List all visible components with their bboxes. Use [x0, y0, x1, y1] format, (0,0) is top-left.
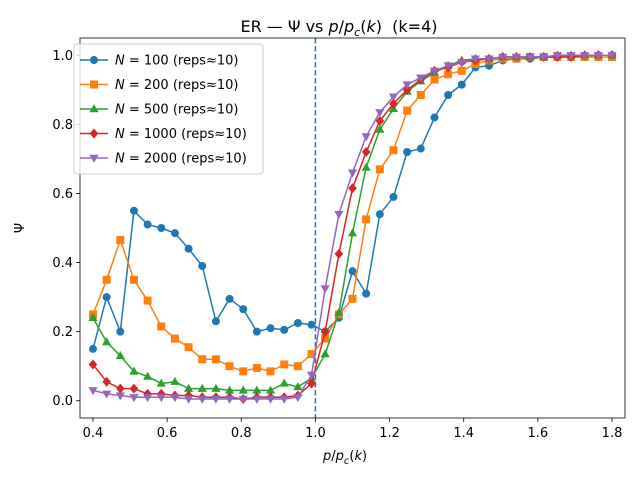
- legend-label-var: N: [115, 127, 125, 142]
- y-tick-label: 0.0: [52, 394, 73, 409]
- data-point: [103, 276, 111, 284]
- xlabel-pc-p: p: [335, 449, 344, 464]
- data-point: [308, 321, 316, 329]
- legend-label: N = 200 (reps≈10): [115, 78, 239, 93]
- legend-label: N = 1000 (reps≈10): [115, 127, 247, 142]
- data-point: [198, 262, 206, 270]
- chart-title: ER — Ψ vs p/pc(k) (k=4): [240, 17, 437, 39]
- y-tick-label: 1.0: [52, 49, 73, 64]
- data-point: [157, 322, 165, 330]
- data-point: [157, 224, 165, 232]
- data-point: [444, 91, 452, 99]
- data-point: [417, 91, 425, 99]
- data-point: [253, 328, 261, 336]
- legend-marker: [90, 56, 98, 64]
- data-point: [226, 295, 234, 303]
- data-point: [362, 215, 370, 223]
- data-point: [212, 355, 220, 363]
- data-point: [198, 355, 206, 363]
- y-axis-label: Ψ: [13, 223, 28, 233]
- data-point: [130, 276, 138, 284]
- data-point: [349, 267, 357, 275]
- y-tick-label: 0.4: [52, 256, 73, 271]
- data-point: [417, 145, 425, 153]
- data-point: [458, 81, 466, 89]
- data-point: [267, 367, 275, 375]
- x-tick-label: 0.8: [231, 426, 252, 441]
- legend-label-var: N: [115, 78, 125, 93]
- data-point: [226, 362, 234, 370]
- title-pc-p: p: [343, 17, 354, 36]
- data-point: [185, 245, 193, 253]
- x-tick-label: 0.4: [83, 426, 104, 441]
- y-tick-label: 0.6: [52, 187, 73, 202]
- x-tick-label: 1.6: [528, 426, 549, 441]
- data-point: [171, 229, 179, 237]
- data-point: [185, 343, 193, 351]
- data-point: [349, 295, 357, 303]
- data-point: [171, 335, 179, 343]
- legend-label-text: = 100 (reps≈10): [125, 54, 239, 69]
- xlabel-paren-close: ): [362, 449, 367, 464]
- legend-marker: [90, 81, 98, 89]
- legend-label: N = 2000 (reps≈10): [115, 152, 247, 167]
- data-point: [389, 146, 397, 154]
- data-point: [376, 210, 384, 218]
- legend-label-text: = 200 (reps≈10): [125, 78, 239, 93]
- data-point: [130, 207, 138, 215]
- x-tick-label: 0.6: [157, 426, 178, 441]
- legend-label-text: = 2000 (reps≈10): [125, 152, 247, 167]
- legend-label: N = 100 (reps≈10): [115, 54, 239, 69]
- x-tick-label: 1.0: [305, 426, 326, 441]
- data-point: [144, 221, 152, 229]
- legend-label-var: N: [115, 54, 125, 69]
- data-point: [116, 328, 124, 336]
- data-point: [430, 113, 438, 121]
- data-point: [389, 193, 397, 201]
- x-tick-label: 1.4: [453, 426, 474, 441]
- data-point: [294, 319, 302, 327]
- data-point: [89, 345, 97, 353]
- y-tick-label: 0.8: [52, 118, 73, 133]
- data-point: [212, 317, 220, 325]
- legend-label-var: N: [115, 152, 125, 167]
- title-prefix: ER — Ψ vs: [240, 17, 328, 36]
- data-point: [403, 107, 411, 115]
- data-point: [362, 290, 370, 298]
- data-point: [280, 360, 288, 368]
- legend-label-var: N: [115, 103, 125, 118]
- data-point: [253, 364, 261, 372]
- legend: N = 100 (reps≈10)N = 200 (reps≈10)N = 50…: [74, 44, 263, 174]
- data-point: [280, 326, 288, 334]
- legend-label: N = 500 (reps≈10): [115, 103, 239, 118]
- data-point: [458, 67, 466, 75]
- title-suffix: (k=4): [382, 17, 438, 36]
- x-tick-label: 1.8: [602, 426, 623, 441]
- xlabel-ratio-p: p: [322, 449, 331, 464]
- legend-label-text: = 500 (reps≈10): [125, 103, 239, 118]
- data-point: [430, 75, 438, 83]
- data-point: [103, 293, 111, 301]
- data-point: [144, 297, 152, 305]
- x-tick-label: 1.2: [379, 426, 400, 441]
- y-tick-label: 0.2: [52, 325, 73, 340]
- data-point: [267, 324, 275, 332]
- data-point: [294, 362, 302, 370]
- data-point: [239, 367, 247, 375]
- legend-label-text: = 1000 (reps≈10): [125, 127, 247, 142]
- title-ratio-p: p: [327, 17, 338, 36]
- data-point: [239, 305, 247, 313]
- data-point: [376, 165, 384, 173]
- data-point: [403, 148, 411, 156]
- data-point: [116, 236, 124, 244]
